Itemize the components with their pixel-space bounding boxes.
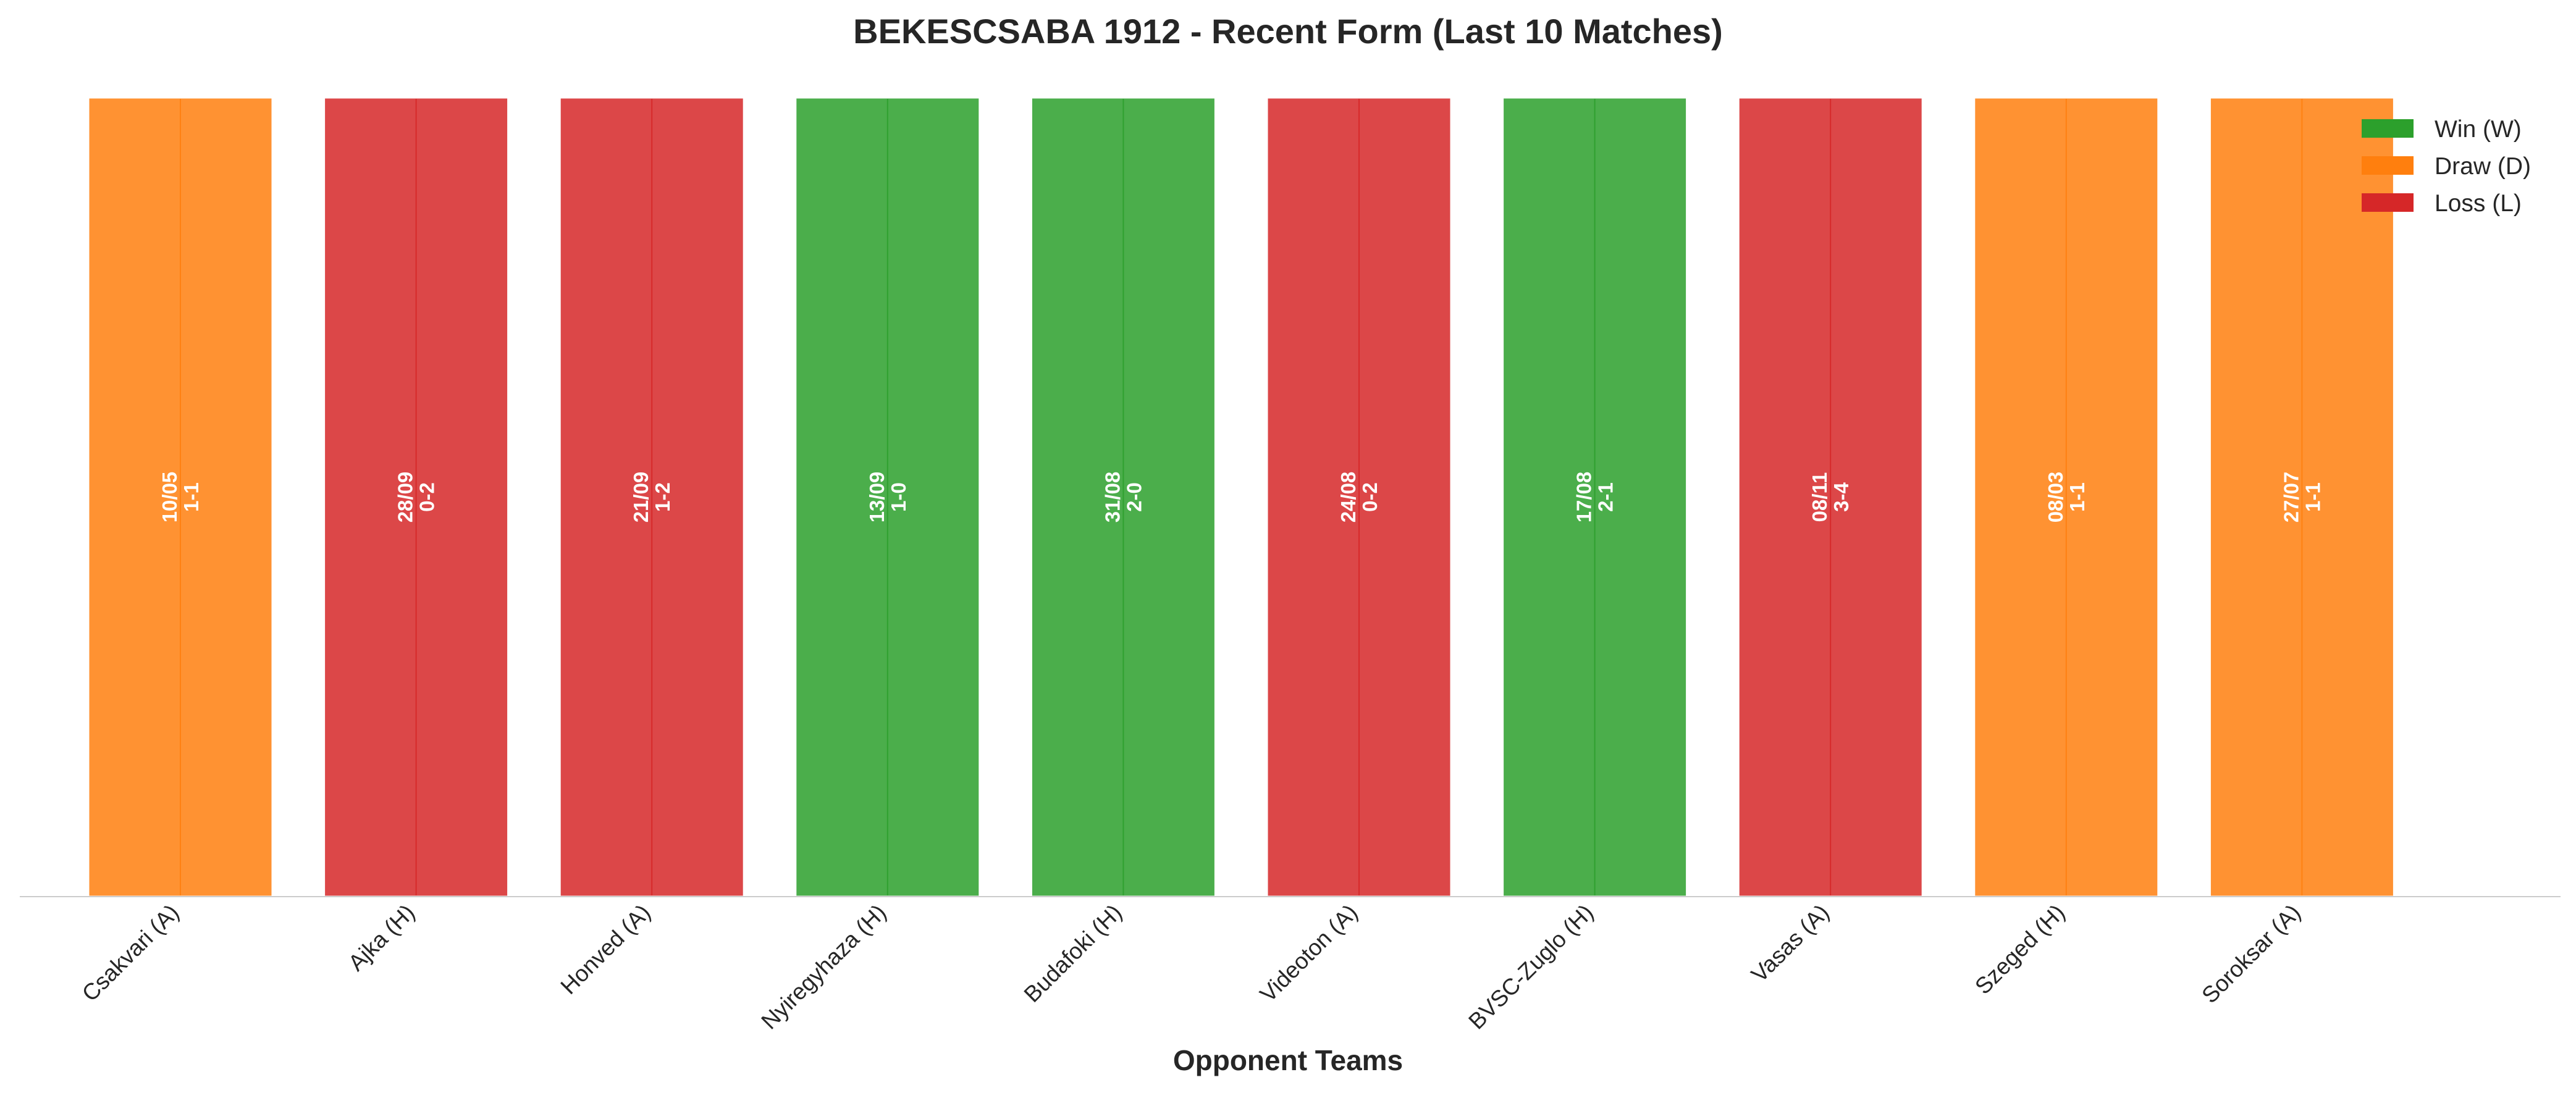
bar-date-label: 08/11 — [1808, 472, 1831, 522]
chart-title: BEKESCSABA 1912 - Recent Form (Last 10 M… — [853, 12, 1723, 51]
bar-data-label: 08/113-4 — [1808, 472, 1853, 522]
bar-date-label: 17/08 — [1573, 472, 1596, 523]
bar-date-label: 08/03 — [2044, 472, 2067, 523]
bar-date-label: 24/08 — [1337, 472, 1360, 523]
legend: Win (W) Draw (D) Loss (L) — [2362, 116, 2531, 217]
bar-data-label: 27/071-1 — [2279, 472, 2324, 523]
bar-score-label: 1-1 — [2301, 482, 2324, 512]
bar-score-label: 0-2 — [1358, 482, 1381, 512]
bar-score-label: 3-4 — [1830, 482, 1853, 512]
bar-date-label: 31/08 — [1101, 472, 1124, 523]
bar-data-label: 28/090-2 — [394, 472, 439, 523]
legend-item: Draw (D) — [2362, 153, 2531, 180]
bar-score-label: 1-1 — [2066, 482, 2089, 512]
bar-data-label: 17/082-1 — [1573, 472, 1617, 523]
bar-date-label: 13/09 — [865, 472, 888, 523]
bar-group: 10/051-1 — [87, 96, 274, 898]
legend-swatch — [2362, 193, 2414, 212]
bar-group: 17/082-1 — [1502, 96, 1688, 898]
bar-score-label: 1-1 — [180, 482, 203, 512]
bar-date-label: 27/07 — [2279, 472, 2302, 523]
bar-group: 27/071-1 — [2208, 96, 2395, 898]
bar-score-label: 1-0 — [887, 482, 910, 512]
legend-swatch — [2362, 119, 2414, 138]
bar-group: 08/113-4 — [1737, 96, 1924, 898]
bar-data-label: 31/082-0 — [1101, 472, 1145, 523]
bar-group: 08/031-1 — [1973, 96, 2160, 898]
bar-group: 24/080-2 — [1266, 96, 1452, 898]
legend-swatch — [2362, 156, 2414, 175]
bar-group: 28/090-2 — [323, 96, 510, 898]
bar-date-label: 28/09 — [394, 472, 417, 523]
bar-group: 13/091-0 — [794, 96, 981, 898]
bars-layer: 10/051-1 28/090-2 21/091-2 13/091-0 31/082-0… — [87, 96, 2395, 898]
legend-label: Win (W) — [2435, 116, 2522, 143]
bar-score-label: 2-1 — [1594, 482, 1617, 512]
legend-item: Win (W) — [2362, 116, 2522, 143]
bar-data-label: 10/051-1 — [158, 472, 203, 523]
bar-score-label: 2-0 — [1122, 482, 1145, 512]
bar-data-label: 24/080-2 — [1337, 472, 1381, 523]
bar-group: 21/091-2 — [558, 96, 745, 898]
bar-date-label: 10/05 — [158, 472, 181, 523]
bar-score-label: 0-2 — [416, 482, 439, 512]
legend-label: Loss (L) — [2435, 190, 2522, 217]
bar-group: 31/082-0 — [1030, 96, 1216, 898]
x-axis-label: Opponent Teams — [1173, 1044, 1403, 1076]
bar-date-label: 21/09 — [629, 472, 652, 523]
bar-score-label: 1-2 — [651, 482, 674, 512]
bar-data-label: 21/091-2 — [629, 472, 674, 523]
bar-data-label: 13/091-0 — [865, 472, 910, 523]
bar-data-label: 08/031-1 — [2044, 472, 2089, 523]
legend-item: Loss (L) — [2362, 190, 2522, 217]
legend-label: Draw (D) — [2435, 153, 2531, 180]
